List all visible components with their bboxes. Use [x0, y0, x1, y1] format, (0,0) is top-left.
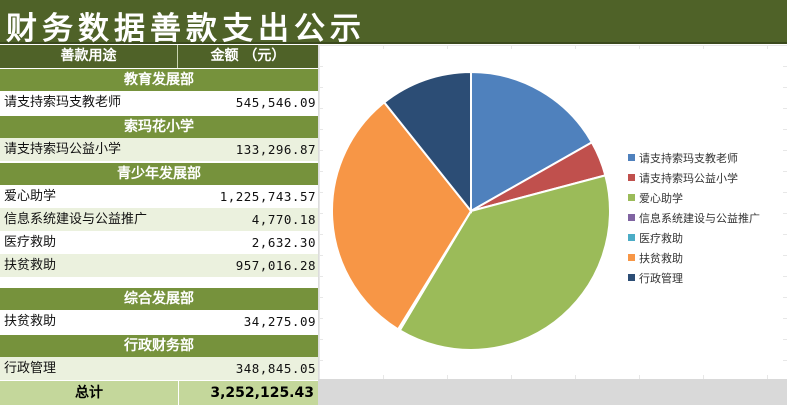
- section-header: 行政财务部: [0, 334, 318, 357]
- row-name: 请支持索玛公益小学: [4, 142, 122, 157]
- total-amount: 3,252,125.43: [178, 381, 318, 405]
- row-name: 爱心助学: [4, 189, 57, 204]
- legend-label: 请支持索玛公益小学: [639, 172, 738, 185]
- section-header: 青少年发展部: [0, 162, 318, 185]
- legend-swatch: [628, 274, 635, 281]
- table-row: 扶贫救助 34,275.09: [0, 310, 318, 333]
- bottom-strip: [318, 379, 787, 405]
- legend-label: 扶贫救助: [639, 252, 683, 265]
- row-amount: 545,546.09: [235, 95, 316, 110]
- legend-item: 行政管理: [628, 268, 787, 288]
- legend-label: 请支持索玛支教老师: [639, 152, 738, 165]
- legend-label: 信息系统建设与公益推广: [639, 212, 760, 225]
- legend-swatch: [628, 194, 635, 201]
- row-name: 行政管理: [4, 361, 57, 376]
- page-title: 财务数据善款支出公示: [6, 11, 366, 47]
- header-amount: 金额 （元）: [210, 48, 286, 64]
- legend-item: 请支持索玛公益小学: [628, 168, 787, 188]
- row-name: 扶贫救助: [4, 314, 57, 329]
- table-row: 扶贫救助 957,016.28: [0, 254, 318, 277]
- total-row: 总计 3,252,125.43: [0, 381, 318, 405]
- legend-swatch: [628, 254, 635, 261]
- section-header: 综合发展部: [0, 287, 318, 310]
- legend-label: 行政管理: [639, 272, 683, 285]
- header-purpose: 善款用途: [0, 45, 178, 68]
- table-header: 善款用途 金额 （元）: [0, 45, 318, 68]
- legend-label: 爱心助学: [639, 192, 683, 205]
- legend-item: 扶贫救助: [628, 248, 787, 268]
- legend-swatch: [628, 214, 635, 221]
- legend-item: 医疗救助: [628, 228, 787, 248]
- row-amount: 2,632.30: [251, 235, 316, 250]
- table-row: 信息系统建设与公益推广 4,770.18: [0, 208, 318, 231]
- legend-swatch: [628, 174, 635, 181]
- chart-legend: 请支持索玛支教老师 请支持索玛公益小学 爱心助学信息系统建设与公益推广 医疗救助扶贫救…: [628, 148, 787, 288]
- legend-swatch: [628, 154, 635, 161]
- row-amount: 4,770.18: [251, 212, 316, 227]
- legend-swatch: [628, 234, 635, 241]
- table-row: 请支持索玛公益小学 133,296.87: [0, 138, 318, 161]
- table-row: 爱心助学 1,225,743.57: [0, 185, 318, 208]
- legend-label: 医疗救助: [639, 232, 683, 245]
- row-amount: 957,016.28: [235, 258, 316, 273]
- row-name: 请支持索玛支教老师: [4, 95, 122, 110]
- row-amount: 348,845.05: [235, 361, 316, 376]
- title-bar: 财务数据善款支出公示: [0, 0, 787, 47]
- legend-item: 爱心助学: [628, 188, 787, 208]
- row-name: 扶贫救助: [4, 258, 57, 273]
- legend-item: 请支持索玛支教老师: [628, 148, 787, 168]
- row-amount: 1,225,743.57: [219, 189, 316, 204]
- table-row: 请支持索玛支教老师 545,546.09: [0, 91, 318, 114]
- section-header: 索玛花小学: [0, 115, 318, 138]
- legend-item: 信息系统建设与公益推广: [628, 208, 787, 228]
- table-row: 医疗救助 2,632.30: [0, 231, 318, 254]
- row-amount: 133,296.87: [235, 142, 316, 157]
- table-row: 行政管理 348,845.05: [0, 357, 318, 380]
- section-header: 教育发展部: [0, 68, 318, 91]
- total-label: 总计: [75, 385, 103, 401]
- row-amount: 34,275.09: [243, 314, 316, 329]
- row-name: 医疗救助: [4, 235, 57, 250]
- row-name: 信息系统建设与公益推广: [4, 212, 148, 227]
